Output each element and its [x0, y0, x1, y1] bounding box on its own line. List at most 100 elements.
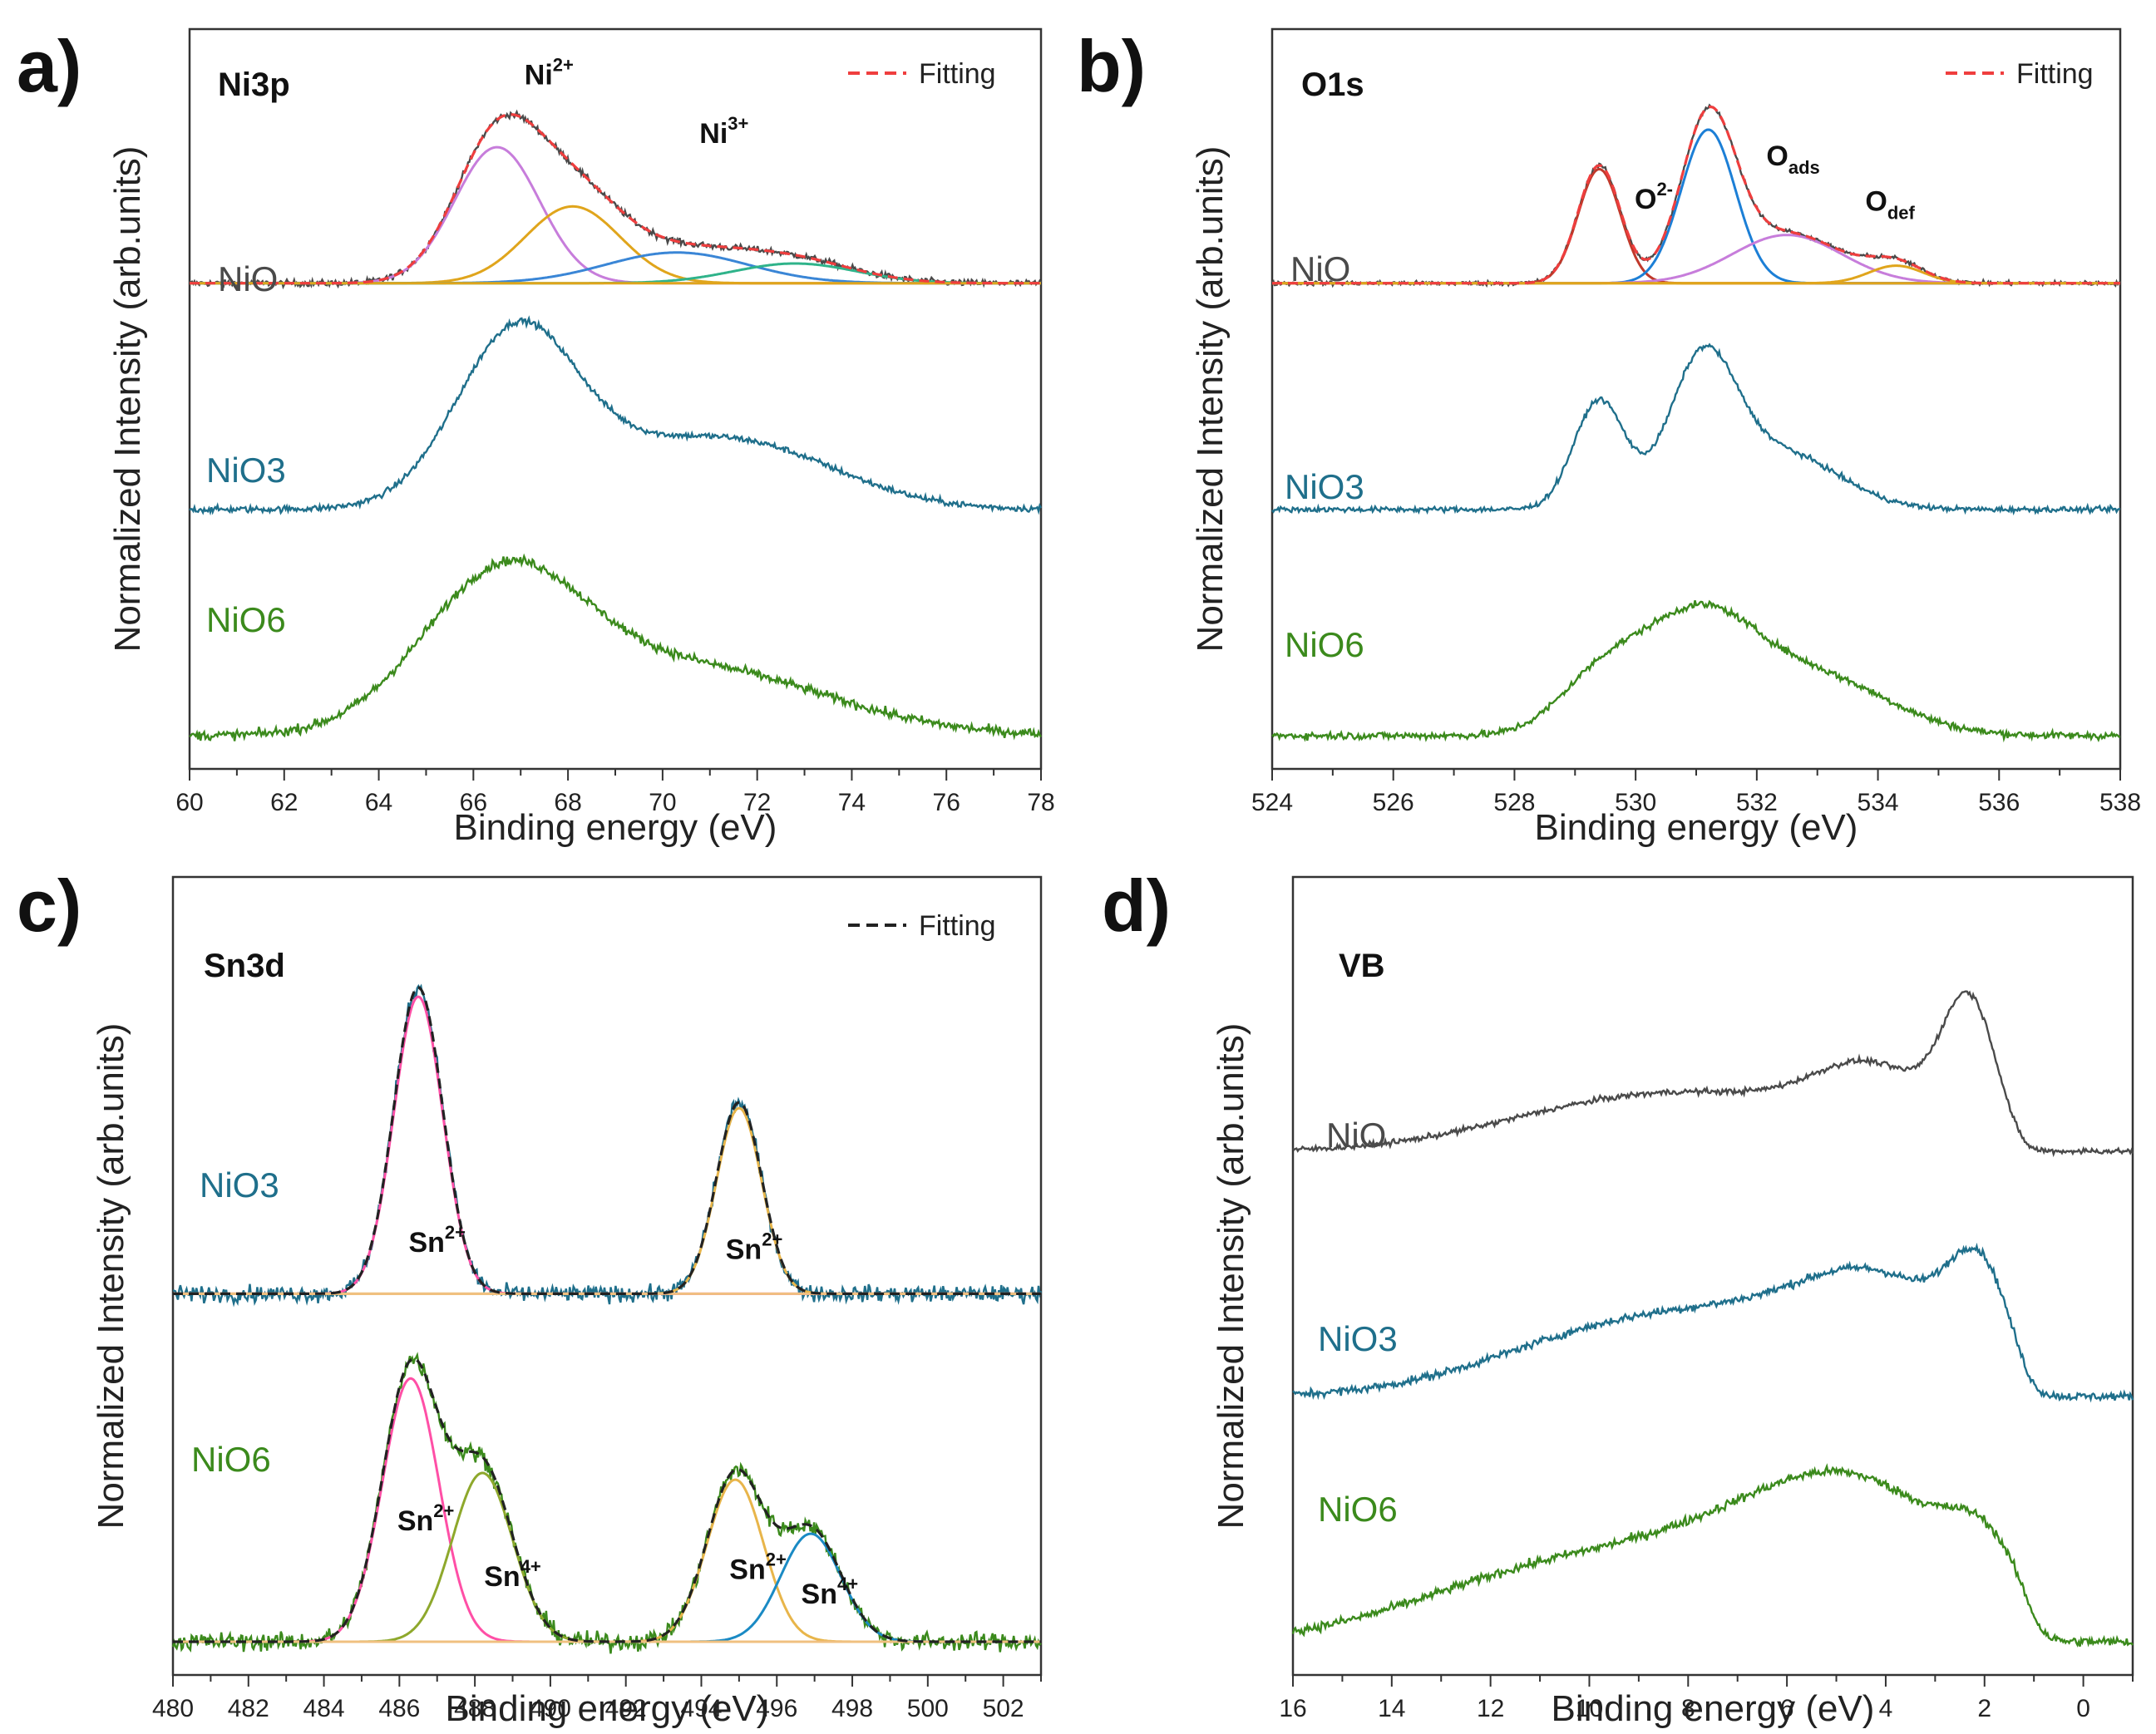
peak-annotation: Sn2+ [729, 1549, 787, 1586]
legend-label: Fitting [919, 910, 996, 942]
sample-label-nio3: NiO3 [1285, 467, 1364, 506]
fit-component [173, 1478, 1041, 1643]
peak-annotation: Sn2+ [408, 1222, 466, 1259]
peak-annotation: Ni3+ [699, 113, 748, 150]
sample-label-nio: NiO [1326, 1116, 1386, 1155]
x-tick-label: 534 [1858, 789, 1899, 816]
y-axis-label: Normalized Intensity (arb.units) [107, 146, 148, 653]
y-axis-label: Normalized Intensity (arb.units) [91, 1023, 131, 1530]
x-tick-label: 6 [1780, 1695, 1794, 1722]
panel-title: Sn3d [204, 948, 285, 984]
plot-frame [1270, 27, 2122, 771]
x-tick-label: 502 [983, 1695, 1024, 1722]
legend-label: Fitting [919, 58, 996, 90]
sample-label-nio3: NiO3 [1318, 1319, 1398, 1358]
plot-frame [171, 875, 1043, 1677]
x-tick-label: 496 [756, 1695, 797, 1722]
panel-title: VB [1339, 948, 1385, 984]
sample-label-nio: NiO [1290, 249, 1350, 288]
series-line-nio3 [172, 983, 1043, 1308]
x-tick-label: 64 [365, 789, 392, 816]
sample-label-nio6: NiO6 [1318, 1490, 1398, 1529]
x-tick-label: 488 [454, 1695, 496, 1722]
x-tick-label: 74 [838, 789, 866, 816]
panel-sn3d: c) Sn3d 480 482 484 486 488 490 492 494 496 498 500 5… [17, 865, 1043, 1729]
panel-title: O1s [1301, 67, 1364, 103]
series-line-nio [1292, 990, 2134, 1158]
fit-component [1272, 234, 2120, 285]
x-tick-label: 66 [460, 789, 487, 816]
x-tick-label: 530 [1615, 789, 1656, 816]
x-tick-label: 0 [2076, 1695, 2090, 1722]
panel-o1s: b) O1s 524 526 528 530 532 534 536 538 Binding ene… [1077, 25, 2141, 848]
fit-component [173, 1471, 1041, 1643]
x-tick-label: 482 [228, 1695, 269, 1722]
x-axis-label: Binding energy (eV) [446, 1688, 769, 1729]
x-tick-label: 72 [743, 789, 771, 816]
sample-label-nio6: NiO6 [191, 1440, 271, 1479]
x-axis-label: Binding energy (eV) [1552, 1688, 1875, 1729]
peak-annotation: Sn2+ [726, 1229, 783, 1266]
fit-component [173, 1532, 1041, 1643]
peak-annotation: O2- [1635, 179, 1673, 215]
y-axis-label: Normalized Intensity (arb.units) [1211, 1023, 1251, 1530]
plot-frame [188, 27, 1043, 771]
x-axis-label: Binding energy (eV) [454, 807, 777, 848]
x-tick-label: 10 [1576, 1695, 1603, 1722]
peak-annotation: Odef [1865, 186, 1915, 224]
x-tick-label: 532 [1736, 789, 1778, 816]
panel-ni3p: a) Ni3p 60 62 64 66 68 70 72 74 76 78 Binding energy… [17, 25, 1055, 848]
x-tick-label: 78 [1027, 789, 1054, 816]
panel-vb: d) VB 16 14 12 10 8 6 4 2 0 Binding energy (eV) Norm… [1102, 865, 2134, 1729]
series-line-nio6 [189, 553, 1042, 741]
fit-component [173, 1106, 1041, 1295]
x-tick-label: 526 [1373, 789, 1414, 816]
x-tick-label: 492 [605, 1695, 647, 1722]
series-line-nio [1271, 103, 2121, 288]
x-tick-label: 536 [1978, 789, 2020, 816]
peak-annotation: Sn4+ [802, 1574, 859, 1610]
x-tick-label: 538 [2099, 789, 2141, 816]
x-tick-label: 14 [1378, 1695, 1405, 1722]
fit-component [173, 995, 1041, 1295]
x-tick-label: 76 [933, 789, 960, 816]
series-line-nio3 [1271, 342, 2121, 516]
sample-label-nio3: NiO3 [206, 451, 286, 490]
x-tick-label: 524 [1251, 789, 1293, 816]
panel-letter: b) [1077, 25, 1146, 107]
fit-component [190, 204, 1041, 285]
sample-label-nio: NiO [218, 259, 278, 298]
series-line-nio3 [189, 315, 1043, 516]
panel-letter: d) [1102, 865, 1171, 947]
x-tick-label: 4 [1879, 1695, 1893, 1722]
x-tick-label: 16 [1279, 1695, 1306, 1722]
panel-letter: a) [17, 25, 81, 107]
panel-title: Ni3p [218, 67, 290, 103]
series-line-nio6 [1291, 1463, 2134, 1648]
sample-label-nio6: NiO6 [206, 600, 286, 639]
x-tick-label: 528 [1493, 789, 1535, 816]
fit-envelope [190, 113, 1041, 285]
x-tick-label: 490 [530, 1695, 571, 1722]
fit-envelope [1272, 105, 2120, 285]
peak-annotation: Sn2+ [397, 1500, 455, 1537]
fit-component [1272, 128, 2120, 285]
x-tick-label: 68 [554, 789, 581, 816]
panel-letter: c) [17, 865, 81, 947]
peak-annotation: Sn4+ [484, 1556, 541, 1593]
x-tick-label: 494 [680, 1695, 722, 1722]
plot-frame [1291, 875, 2134, 1677]
series-line-nio3 [1292, 1242, 2134, 1403]
x-tick-label: 8 [1681, 1695, 1695, 1722]
sample-label-nio6: NiO6 [1285, 625, 1364, 664]
x-tick-label: 498 [831, 1695, 873, 1722]
x-tick-label: 486 [378, 1695, 420, 1722]
x-tick-label: 60 [175, 789, 203, 816]
fit-component [1272, 167, 2120, 285]
sample-label-nio3: NiO3 [200, 1165, 279, 1204]
x-tick-label: 12 [1477, 1695, 1504, 1722]
fit-component [173, 1377, 1041, 1643]
x-tick-label: 2 [1977, 1695, 1991, 1722]
y-axis-label: Normalized Intensity (arb.units) [1190, 146, 1231, 653]
